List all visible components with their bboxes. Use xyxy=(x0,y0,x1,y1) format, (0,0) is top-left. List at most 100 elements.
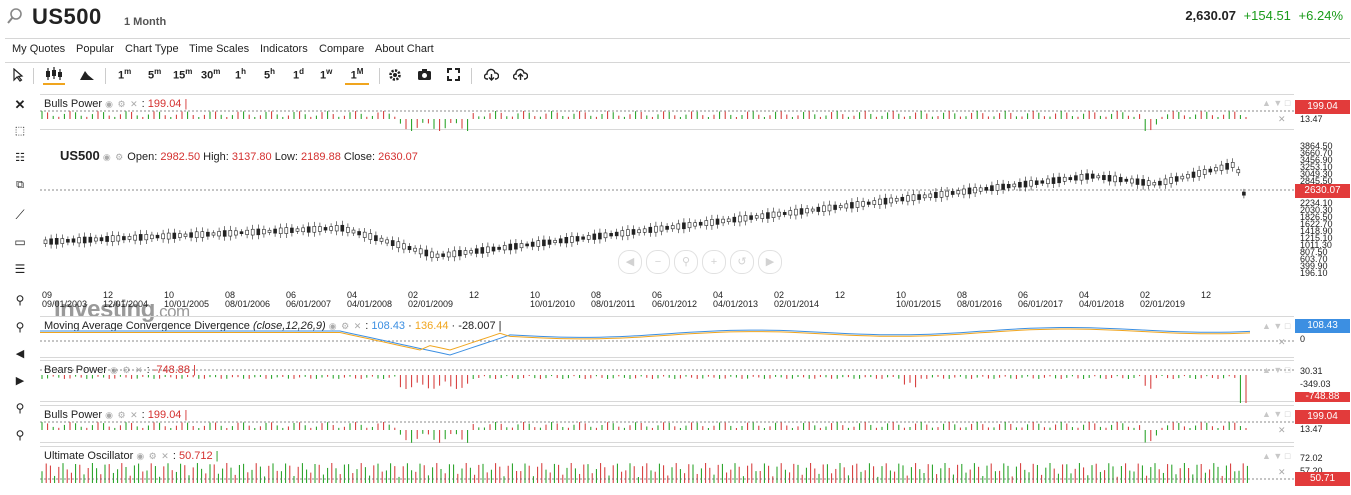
timescale-1M[interactable]: 1M xyxy=(345,67,369,85)
drawing-tools: ✕ ⬚ ☷ ⧉ ⟋ ▭ ☰ ⚲ ⚲ ◀ ▶ ⚲ ⚲ xyxy=(5,92,35,492)
pane-ultimate-oscillator: Ultimate Oscillator ◉ ⚙ ✕ : 50.712 | xyxy=(40,446,1294,490)
candle-body xyxy=(374,235,378,242)
time-axis-tick: 10 xyxy=(530,290,541,300)
menu-my-quotes[interactable]: My Quotes xyxy=(12,43,66,55)
candle-body xyxy=(967,187,972,195)
scroll-right-icon[interactable]: ▶ xyxy=(15,375,25,387)
cloud-upload-icon[interactable] xyxy=(513,68,528,81)
cloud-download-icon[interactable] xyxy=(484,68,499,81)
zoom-in-icon[interactable]: ⚲ xyxy=(15,293,25,307)
pane-close-icon[interactable]: ✕ xyxy=(1278,337,1286,347)
candle-body xyxy=(1219,164,1224,171)
price-candles xyxy=(40,158,1294,262)
candle-body xyxy=(334,225,339,232)
candle-body xyxy=(1079,173,1084,181)
candle-body xyxy=(1202,169,1207,175)
nav-zoom-icon[interactable]: ⚲ xyxy=(674,250,698,274)
menu-indicators[interactable]: Indicators xyxy=(260,43,308,55)
candle-body xyxy=(894,198,899,202)
menu-popular[interactable]: Popular xyxy=(76,43,114,55)
pane-close-icon[interactable]: ✕ xyxy=(1278,467,1286,477)
candle-body xyxy=(340,224,345,232)
camera-icon[interactable] xyxy=(417,68,432,81)
candle-body xyxy=(603,232,608,239)
candle-body xyxy=(547,239,552,245)
bulls-bottom-price-tag: 199.04 xyxy=(1295,410,1350,424)
candle-body xyxy=(1012,183,1017,188)
candlestick-icon[interactable] xyxy=(43,66,65,85)
candle-body xyxy=(631,229,636,235)
candle-body xyxy=(441,253,445,257)
price-axis-label: 1418.90 xyxy=(1300,226,1333,236)
menu-chart-type[interactable]: Chart Type xyxy=(125,43,179,55)
candle-body xyxy=(49,238,53,245)
menu-about-chart[interactable]: About Chart xyxy=(375,43,434,55)
pane-controls-icon[interactable]: ▲ ▼ □ xyxy=(1262,409,1291,419)
timescale-5m[interactable]: 5m xyxy=(148,67,162,82)
lock-tool-icon[interactable]: ⚲ xyxy=(15,428,25,442)
macd-price-tag: 108.43 xyxy=(1295,319,1350,333)
pane-controls-icon[interactable]: ▲ ▼ □ xyxy=(1262,321,1291,331)
candle-body xyxy=(390,240,395,246)
fullscreen-icon[interactable] xyxy=(447,68,460,81)
select-tool-icon[interactable]: ⬚ xyxy=(14,125,26,137)
gear-icon[interactable] xyxy=(388,68,402,82)
candle-body xyxy=(665,225,669,230)
timescale-1d[interactable]: 1d xyxy=(293,67,305,82)
pane-controls-icon[interactable]: ▲ ▼ □ xyxy=(1262,451,1291,461)
timescale-5h[interactable]: 5h xyxy=(264,67,276,82)
candle-body xyxy=(1174,176,1179,182)
timescale-15m[interactable]: 15m xyxy=(173,67,193,82)
candle-body xyxy=(99,237,104,242)
candle-body xyxy=(710,219,714,226)
magnet-tool-icon[interactable]: ⚲ xyxy=(15,401,25,415)
nav-reset-icon[interactable]: ↺ xyxy=(730,250,754,274)
close-icon[interactable]: ✕ xyxy=(14,97,26,112)
timescale-30m[interactable]: 30m xyxy=(201,67,221,82)
candle-body xyxy=(732,216,737,223)
candle-body xyxy=(1186,173,1190,179)
nav-zoom-out-icon[interactable]: − xyxy=(646,250,670,274)
timescale-1w[interactable]: 1w xyxy=(320,67,333,82)
pane-close-icon[interactable]: ✕ xyxy=(1278,114,1286,124)
candle-body xyxy=(178,233,182,238)
copy-tool-icon[interactable]: ⧉ xyxy=(16,179,24,191)
nav-first-icon[interactable]: ◀ xyxy=(618,250,642,274)
time-axis-date: 09/01/2003 xyxy=(42,299,88,309)
candle-body xyxy=(480,247,485,254)
scroll-left-icon[interactable]: ◀ xyxy=(15,348,25,360)
candle-body xyxy=(189,232,193,238)
pane-close-icon[interactable]: ✕ xyxy=(1278,425,1286,435)
candle-body xyxy=(183,233,188,237)
rectangle-tool-icon[interactable]: ▭ xyxy=(14,235,26,249)
candle-body xyxy=(950,191,955,195)
time-axis-date: 12/01/2004 xyxy=(103,299,149,309)
candle-body xyxy=(698,221,703,226)
menu-time-scales[interactable]: Time Scales xyxy=(189,43,250,55)
pane-controls-icon[interactable]: ▲ ▼ □ xyxy=(1262,98,1291,108)
candle-body xyxy=(228,230,233,237)
candle-body xyxy=(984,187,989,191)
nav-zoom-in-icon[interactable]: + xyxy=(702,250,726,274)
crosshair-tool-icon[interactable]: ☷ xyxy=(15,152,25,164)
fibonacci-tool-icon[interactable]: ☰ xyxy=(14,262,26,276)
time-axis-tick: 12 xyxy=(1201,290,1212,300)
pointer-icon[interactable] xyxy=(12,68,24,82)
menu-compare[interactable]: Compare xyxy=(319,43,365,55)
zoom-out-icon[interactable]: ⚲ xyxy=(15,320,25,334)
nav-last-icon[interactable]: ▶ xyxy=(758,250,782,274)
candle-body xyxy=(1102,175,1106,180)
pane-controls-icon[interactable]: ▲ ▼ □ xyxy=(1262,365,1291,375)
candle-body xyxy=(1068,177,1073,181)
candle-body xyxy=(407,246,412,251)
timescale-1h[interactable]: 1h xyxy=(235,67,247,82)
trendline-tool-icon[interactable]: ⟋ xyxy=(15,207,25,222)
chart-area: Bulls Power ◉ ⚙ ✕ : 199.04 | 199.04 13.4… xyxy=(40,92,1350,492)
candle-body xyxy=(1197,170,1201,177)
search-icon[interactable] xyxy=(6,6,24,26)
timescale-1m[interactable]: 1m xyxy=(118,67,132,82)
candle-body xyxy=(581,236,585,240)
price-change: +154.51 xyxy=(1243,8,1291,23)
area-chart-icon[interactable] xyxy=(79,68,95,81)
candle-body xyxy=(1034,180,1039,185)
